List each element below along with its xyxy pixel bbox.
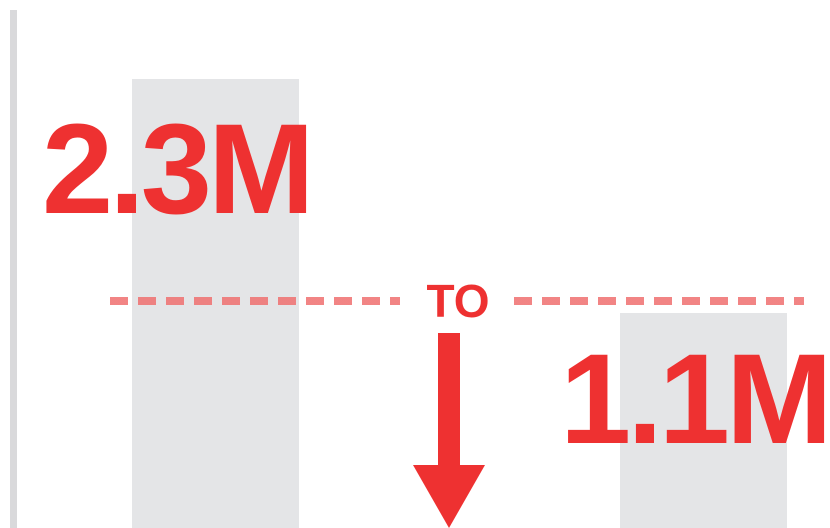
data-label-before: 2.3M — [42, 98, 315, 241]
reference-dashed-line-right — [514, 297, 804, 305]
connector-label: TO — [426, 275, 490, 327]
arrow-head — [413, 465, 485, 528]
arrow-down-icon — [413, 333, 485, 528]
arrow-shaft — [438, 333, 460, 475]
y-axis-line — [10, 10, 17, 528]
reference-dashed-line-left — [110, 297, 400, 305]
bar-after — [620, 313, 787, 528]
data-label-after: 1.1M — [560, 328, 830, 471]
